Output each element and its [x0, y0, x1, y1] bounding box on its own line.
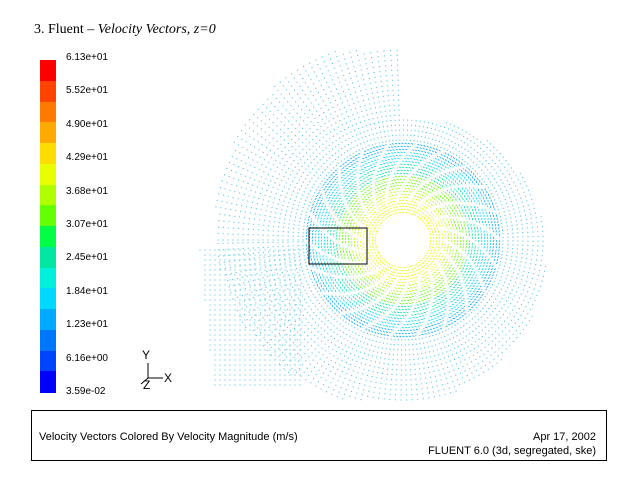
legend-swatch	[40, 309, 56, 331]
legend-swatch	[40, 329, 56, 351]
title-italic: Velocity Vectors, z=0	[97, 22, 216, 37]
legend-swatch	[40, 101, 56, 123]
caption-version: FLUENT 6.0 (3d, segregated, ske)	[428, 445, 596, 457]
legend-label: 2.45e+01	[66, 252, 108, 264]
zoom-region-box	[308, 227, 368, 265]
legend-label: 5.52e+01	[66, 85, 108, 97]
axis-x-label: X	[164, 371, 173, 385]
volute-vectors	[199, 49, 547, 401]
impeller-hub	[378, 215, 428, 265]
legend-label: 3.68e+01	[66, 185, 108, 197]
caption-description: Velocity Vectors Colored By Velocity Mag…	[39, 431, 298, 443]
legend-swatch	[40, 143, 56, 165]
legend-swatch	[40, 184, 56, 206]
caption-date: Apr 17, 2002	[533, 431, 596, 443]
title-prefix: 3. Fluent –	[34, 22, 98, 37]
legend-swatch	[40, 288, 56, 310]
legend-label: 1.23e+01	[66, 319, 108, 331]
legend-swatch	[40, 371, 56, 393]
legend-swatch	[40, 205, 56, 227]
legend-swatch	[40, 246, 56, 268]
figure-title: 3. Fluent – Velocity Vectors, z=0	[34, 22, 216, 38]
legend-swatch	[40, 60, 56, 82]
legend-swatch	[40, 163, 56, 185]
legend-label: 4.90e+01	[66, 118, 108, 130]
legend-swatch	[40, 267, 56, 289]
axis-triad	[140, 363, 163, 385]
legend-swatch	[40, 122, 56, 144]
axis-y-label: Y	[142, 348, 151, 362]
legend-swatch	[40, 350, 56, 372]
legend-label: 4.29e+01	[66, 152, 108, 164]
legend-label: 3.59e-02	[66, 386, 106, 397]
legend-swatch	[40, 80, 56, 102]
legend-swatch	[40, 226, 56, 248]
caption-box: Velocity Vectors Colored By Velocity Mag…	[31, 410, 607, 461]
legend-label: 1.84e+01	[66, 285, 108, 297]
impeller-blades	[305, 143, 501, 337]
legend-label: 6.16e+00	[66, 352, 108, 364]
legend-label: 6.13e+01	[66, 52, 108, 63]
axis-z-label: Z	[143, 378, 151, 392]
legend-label: 3.07e+01	[66, 219, 108, 230]
